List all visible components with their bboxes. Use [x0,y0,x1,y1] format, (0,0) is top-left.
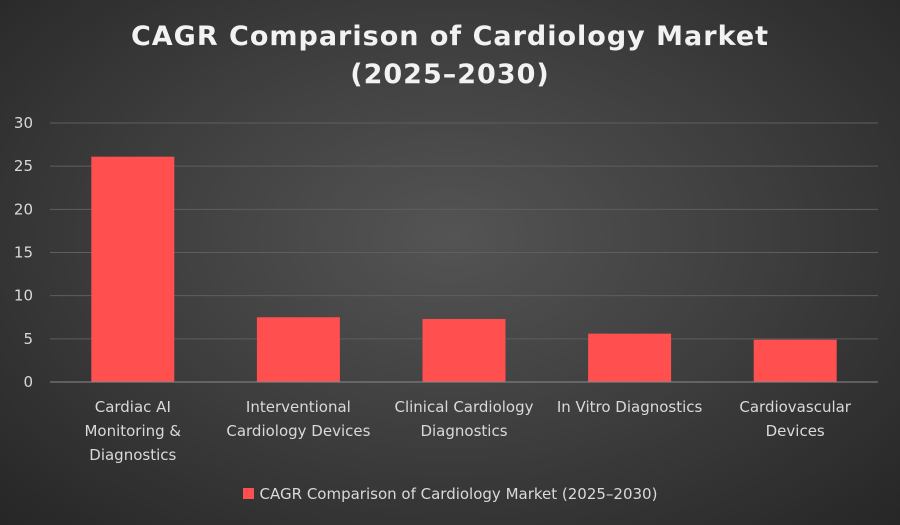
bar[interactable] [256,317,340,382]
x-tick-label: Cardiac AI Monitoring & Diagnostics [84,398,182,464]
bar[interactable] [753,339,837,382]
bar[interactable] [422,318,506,382]
chart-title: CAGR Comparison of Cardiology Market (20… [0,18,900,94]
bar[interactable] [588,333,672,382]
x-tick-label: Cardiovascular Devices [739,398,851,440]
legend-label: CAGR Comparison of Cardiology Market (20… [259,485,658,503]
chart-title-line-1: CAGR Comparison of Cardiology Market [130,21,770,52]
y-tick-label: 15 [14,244,33,262]
y-tick-label: 25 [14,157,33,175]
bar[interactable] [91,156,175,382]
legend[interactable]: CAGR Comparison of Cardiology Market (20… [0,484,900,504]
legend-swatch [242,488,254,499]
y-tick-label: 30 [14,114,33,132]
chart-title-line-2: (2025–2030) [350,59,550,90]
y-tick-label: 0 [23,373,33,391]
bars [91,156,837,382]
x-tick-label: Interventional Cardiology Devices [226,398,371,440]
y-tick-label: 20 [14,200,33,218]
y-axis-ticks: 0 5 10 15 20 25 30 [14,114,33,391]
x-tick-label: Clinical Cardiology Diagnostics [394,398,534,440]
x-tick-label: In Vitro Diagnostics [556,398,703,416]
y-tick-label: 5 [23,330,33,348]
y-tick-label: 10 [14,287,33,305]
